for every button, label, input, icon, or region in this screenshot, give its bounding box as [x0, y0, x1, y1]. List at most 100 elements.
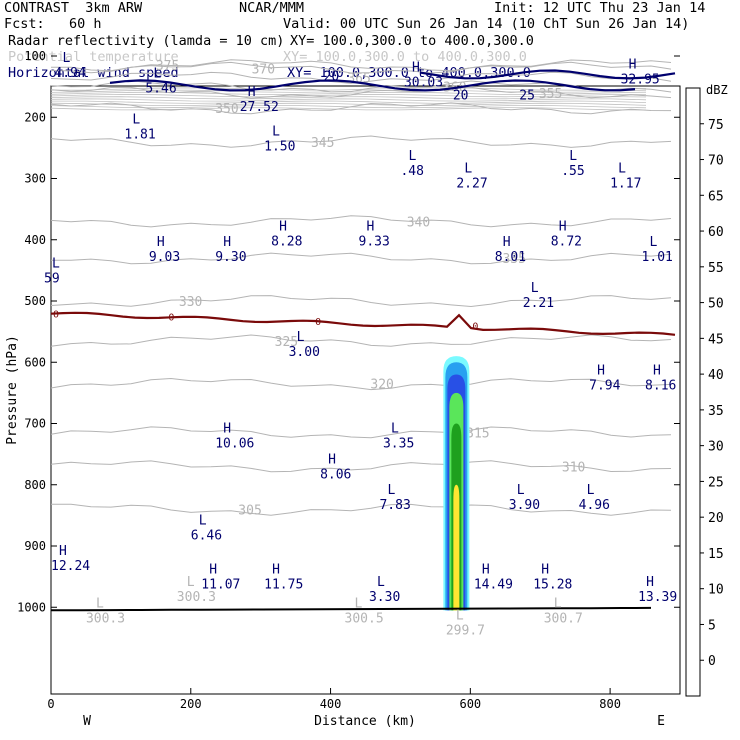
theta-contour — [50, 215, 672, 228]
theta-extremum-mark: L — [187, 575, 195, 590]
extremum-value: 11.07 — [201, 578, 240, 593]
extremum-mark: L — [153, 66, 161, 81]
extremum-value: 1.81 — [124, 127, 155, 142]
extremum-value: 1.50 — [264, 140, 295, 155]
theta-extremum-value: 300.3 — [177, 590, 216, 605]
colorbar-label: 55 — [708, 261, 724, 276]
extremum-value: 4.94 — [54, 66, 85, 81]
extremum-value: 3.90 — [509, 498, 540, 513]
theta-extremum-mark: L — [456, 609, 464, 624]
theta-contour — [50, 377, 672, 391]
extremum-value: 30.03 — [404, 75, 443, 90]
extremum-mark: H — [646, 575, 654, 590]
freezing-level-label: 0 — [53, 309, 59, 320]
theta-contour — [50, 61, 672, 74]
extremum-value: 9.03 — [149, 250, 180, 265]
extremum-mark: L — [587, 483, 595, 498]
theta-extremum-value: 300.7 — [544, 611, 583, 626]
extremum-value: 3.30 — [369, 590, 400, 605]
theta-upper-line — [50, 96, 647, 100]
extremum-value: 8.28 — [271, 235, 302, 250]
extremum-mark: L — [408, 149, 416, 164]
y-tick-label: 400 — [24, 233, 46, 247]
extremum-mark: L — [618, 161, 626, 176]
colorbar-label: 45 — [708, 332, 724, 347]
theta-upper-line — [50, 107, 647, 111]
wind-contour-label: 20 — [324, 69, 340, 84]
wind-contour-line — [109, 79, 636, 92]
theta-extremum-mark: L — [355, 596, 363, 611]
extremum-mark: H — [223, 422, 231, 437]
y-tick-label: 100 — [24, 49, 46, 63]
extremum-mark: H — [223, 235, 231, 250]
y-tick-label: 800 — [24, 478, 46, 492]
colorbar-frame — [685, 87, 701, 697]
forecast-hour: Fcst: 60 h — [4, 16, 102, 32]
colorbar-label: 25 — [708, 475, 724, 490]
extremum-mark: H — [248, 85, 256, 100]
theta-contour-label: 310 — [562, 460, 585, 475]
freezing-level-label: 0 — [168, 313, 174, 324]
colorbar-label: 30 — [708, 440, 724, 455]
east-label: E — [657, 714, 665, 729]
extremum-mark: L — [387, 483, 395, 498]
theta-contour-label: 325 — [275, 335, 298, 350]
theta-extremum-value: 300.3 — [86, 611, 125, 626]
extremum-mark: L — [650, 235, 658, 250]
y-tick-label: 300 — [24, 172, 46, 186]
extremum-mark: L — [62, 51, 70, 66]
colorbar-label: 10 — [708, 583, 724, 598]
colorbar-label: 40 — [708, 368, 724, 383]
wind-contour-label: 25 — [519, 88, 535, 103]
x-axis-title: Distance (km) — [314, 714, 416, 729]
theta-contour — [50, 426, 672, 439]
y-tick-label: 500 — [24, 294, 46, 308]
extremum-mark: L — [569, 149, 577, 164]
theta-contour — [50, 295, 672, 308]
field-2-xy: XY= 100.0,300.0 to 400.0,300.0 — [283, 49, 527, 65]
wind-contour-line — [419, 69, 676, 80]
extremum-mark: H — [279, 220, 287, 235]
model-title: CONTRAST 3km ARW — [4, 0, 143, 16]
extremum-value: 15.28 — [533, 578, 572, 593]
y-tick-label: 600 — [24, 355, 46, 369]
reflectivity-35-40 — [453, 484, 460, 611]
colorbar-unit: dBZ — [706, 83, 728, 97]
extremum-mark: L — [52, 256, 60, 271]
plot-frame — [50, 85, 681, 695]
freezing-level-label: 0 — [315, 317, 321, 328]
extremum-value: 5.46 — [145, 81, 176, 96]
theta-upper-line — [50, 102, 647, 107]
extremum-value: .48 — [400, 164, 423, 179]
theta-extremum-value: 300.5 — [345, 611, 384, 626]
theta-contour — [50, 59, 672, 72]
west-label: W — [83, 714, 91, 729]
extremum-value: 3.35 — [383, 437, 414, 452]
extremum-mark: L — [297, 330, 305, 345]
extremum-mark: L — [272, 125, 280, 140]
extremum-value: 10.06 — [215, 437, 254, 452]
extremum-mark: H — [653, 364, 661, 379]
x-tick-label: 400 — [320, 697, 342, 711]
colorbar-label: 35 — [708, 404, 724, 419]
theta-contour — [50, 135, 672, 148]
y-tick-label: 200 — [24, 110, 46, 124]
valid-time: Valid: 00 UTC Sun 26 Jan 14 (10 ChT Sun … — [283, 16, 690, 32]
field-1-name: Radar reflectivity (lamda = 10 cm) — [8, 33, 285, 49]
y-axis-title: Pressure (hPa) — [5, 335, 20, 445]
x-tick-label: 200 — [180, 697, 202, 711]
freezing-level-line — [50, 311, 676, 336]
theta-contour-label: 340 — [407, 215, 430, 230]
extremum-value: 1.17 — [610, 176, 641, 191]
colorbar-label: 60 — [708, 225, 724, 240]
extremum-value: 3.00 — [289, 345, 320, 360]
theta-contour-label: 335 — [502, 252, 525, 267]
theta-upper-line — [50, 91, 647, 95]
extremum-mark: H — [597, 364, 605, 379]
extremum-value: 32.95 — [621, 72, 660, 87]
y-tick-label: 700 — [24, 417, 46, 431]
theta-contour-label: 330 — [179, 295, 202, 310]
extremum-value: 1.01 — [642, 250, 673, 265]
theta-contour-label: 315 — [466, 427, 489, 442]
